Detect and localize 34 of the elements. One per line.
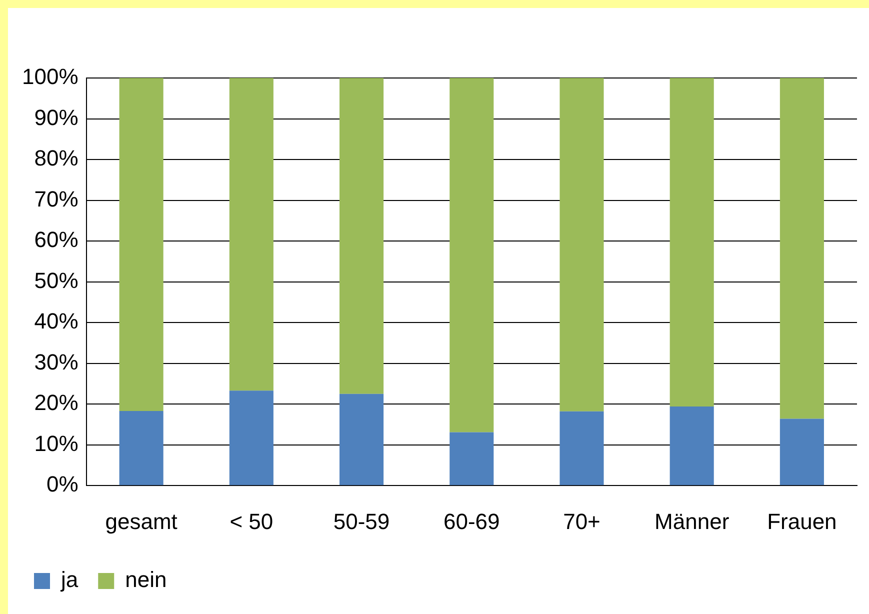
y-tick-label: 0%: [46, 472, 78, 497]
bar: [780, 78, 824, 419]
x-tick-label: < 50: [230, 508, 274, 534]
bar: [670, 406, 714, 486]
y-tick-label: 100%: [22, 64, 78, 90]
bar: [119, 78, 164, 412]
bar: [229, 390, 274, 486]
bar: [450, 78, 494, 432]
y-tick-label: 20%: [34, 390, 78, 416]
bar: [670, 78, 714, 407]
y-tick-label: 80%: [34, 146, 78, 171]
y-tick-label: 10%: [34, 430, 78, 456]
x-tick-label: 50-59: [333, 508, 390, 534]
bar: [229, 78, 274, 391]
bar: [560, 411, 604, 486]
y-tick-label: 70%: [34, 186, 78, 212]
x-tick-label: Frauen: [767, 508, 837, 534]
legend-label: nein: [125, 567, 167, 592]
y-tick-label: 30%: [34, 349, 78, 374]
x-tick-label: gesamt: [105, 508, 178, 534]
bar: [340, 394, 384, 486]
legend-label: ja: [60, 567, 79, 592]
y-tick-label: 40%: [34, 308, 78, 334]
bar: [119, 411, 164, 486]
bar: [560, 78, 604, 412]
y-tick-label: 90%: [34, 104, 78, 130]
x-tick-label: 70+: [563, 508, 600, 534]
y-tick-label: 50%: [34, 268, 78, 293]
bar: [340, 78, 384, 394]
x-tick-label: 60-69: [443, 508, 500, 534]
y-tick-label: 60%: [34, 227, 78, 252]
bar: [450, 432, 494, 486]
x-tick-label: Männer: [654, 508, 730, 534]
bar: [780, 418, 824, 486]
